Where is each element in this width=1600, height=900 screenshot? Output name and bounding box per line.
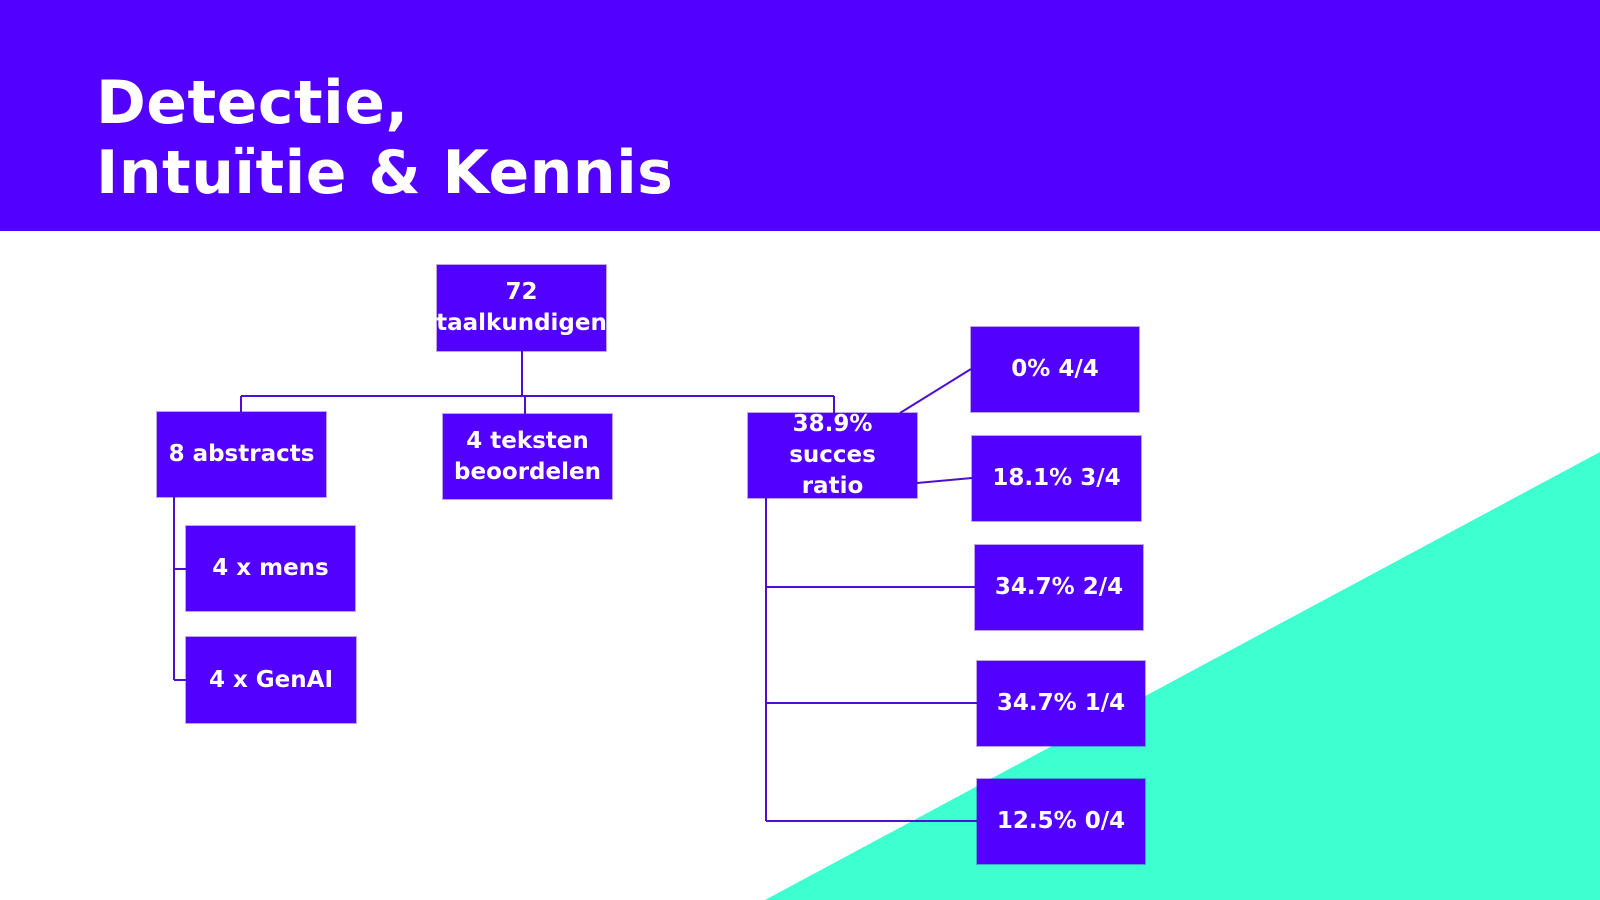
node-two: 34.7% 2/4 [975, 545, 1143, 630]
slide-title-line-1: Detectie, [96, 68, 409, 138]
connector-to-four [899, 368, 972, 414]
node-mens: 4 x mens [186, 526, 355, 611]
node-one: 34.7% 1/4 [977, 661, 1145, 746]
node-genai: 4 x GenAI [186, 637, 356, 723]
slide-title-line-2: Intuïtie & Kennis [96, 138, 674, 208]
node-teksten: 4 teksten beoordelen [443, 414, 612, 499]
node-zero: 12.5% 0/4 [977, 779, 1145, 864]
node-genai-label: 4 x GenAI [208, 666, 334, 693]
node-root-label: 72 taalkundigen [436, 279, 607, 336]
node-succes-label: 38.9% succes ratio [789, 411, 876, 499]
slide-title: Detectie, Intuïtie & Kennis [96, 68, 673, 208]
node-two-label: 34.7% 2/4 [994, 574, 1124, 600]
connector-to-three [916, 477, 973, 484]
node-abstracts-label: 8 abstracts [168, 441, 315, 467]
node-succes: 38.9% succes ratio [748, 411, 917, 499]
node-three: 18.1% 3/4 [972, 436, 1141, 521]
node-mens-label: 4 x mens [212, 555, 329, 581]
node-root: 72 taalkundigen [436, 265, 607, 351]
node-one-label: 34.7% 1/4 [996, 690, 1126, 716]
node-zero-label: 12.5% 0/4 [996, 808, 1126, 834]
header-band: Detectie, Intuïtie & Kennis [0, 0, 1600, 231]
node-four-label: 0% 4/4 [1011, 356, 1099, 382]
node-abstracts: 8 abstracts [157, 412, 326, 497]
node-teksten-label: 4 teksten beoordelen [454, 427, 601, 485]
node-four: 0% 4/4 [971, 327, 1139, 412]
node-three-label: 18.1% 3/4 [992, 465, 1121, 491]
